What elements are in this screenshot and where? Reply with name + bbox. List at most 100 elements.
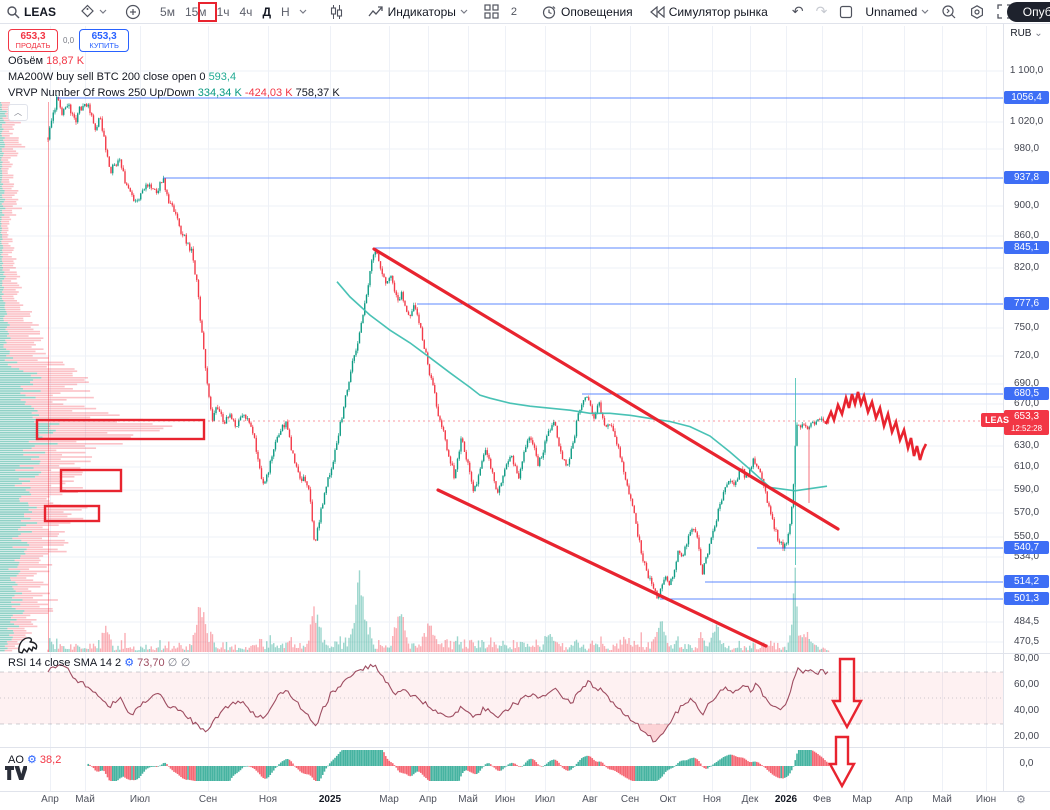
collapse-panel-button[interactable]: ︿ [8,104,28,121]
layout-name-label: Unnamed [865,4,918,19]
time-axis-month-label: Сен [198,794,218,805]
trade-panel: 653,3 ПРОДАТЬ 0,0 653,3 КУПИТЬ [8,29,130,53]
compare-add-button[interactable] [119,1,147,23]
buy-label: КУПИТЬ [89,41,119,50]
time-axis-month-label: Мар [852,794,872,805]
timeframe-4h[interactable]: 4ч [239,4,253,19]
price-tick-label: 470,5 [1013,635,1040,647]
price-tick-label: 630,0 [1013,439,1040,451]
indicators-button[interactable]: Индикаторы [362,1,474,23]
save-layout-checkbox[interactable] [833,5,859,19]
price-tick-label: 610,0 [1013,461,1040,473]
alerts-button[interactable]: Оповещения [535,1,639,23]
time-axis-month-label: Июл [534,794,556,805]
buy-button[interactable]: 653,3 КУПИТЬ [79,29,130,53]
timeframe-5m[interactable]: 5м [160,4,175,19]
undo-button[interactable]: ↶ [791,3,804,20]
vrvp-legend: VRVP Number Of Rows 250 Up/Down 334,34 K… [8,87,340,99]
time-axis-month-label: Мар [379,794,399,805]
sell-button[interactable]: 653,3 ПРОДАТЬ [8,29,58,53]
time-axis-month-label: Сен [620,794,640,805]
time-axis-month-label: Ноя [258,794,278,805]
layout-name-button[interactable]: Unnamed [859,1,935,23]
price-tick-label: 1 100,0 [1009,65,1044,76]
publish-button[interactable]: Опублик [1006,2,1050,22]
rewind-icon [649,5,665,18]
price-axis[interactable]: RUB ⌄ 1 100,0 1 020,0 980,0 900,0 860,0 820,0… [1003,24,1050,791]
simulator-label: Симулятор рынка [668,4,768,19]
redo-button[interactable]: ↷ [815,3,828,20]
layout-grid-button[interactable] [478,1,505,23]
timeframe-1d[interactable]: Д [262,4,271,19]
vrvp-down-value: -424,03 K [244,87,293,99]
timeframe-1w[interactable]: Н [281,4,290,19]
layout-count-badge: 2 [510,5,518,18]
time-axis-month-label: Окт [659,794,677,805]
vrvp-legend-name: VRVP Number Of Rows 250 Up/Down [8,87,195,99]
instrument-tag-button[interactable] [74,1,113,23]
time-axis-year-label: 2026 [774,794,798,805]
tradingview-logo[interactable] [5,765,29,787]
chevron-down-icon [99,9,107,14]
time-axis-month-label: Авг [582,794,598,805]
time-axis[interactable]: ⚙ Апр Май Июл Сен Ноя 2025 Мар Апр Май Июн Июл Авг С… [0,791,1050,810]
price-tick-label: 860,0 [1013,230,1040,242]
time-axis-month-label: Ноя [702,794,722,805]
time-axis-month-label: Май [75,794,95,805]
level-price-label: 937,8 [1004,171,1049,185]
currency-label[interactable]: RUB ⌄ [1010,28,1043,39]
rsi-settings-gear-icon[interactable]: ⚙ [124,656,135,669]
time-axis-month-label: Апр [41,794,59,805]
time-axis-year-label: 2025 [318,794,342,805]
time-axis-month-label: Май [932,794,952,805]
time-axis-month-label: Апр [419,794,437,805]
price-line-symbol-label: LEAS [981,413,1014,427]
price-tick-label: 1 020,0 [1009,115,1044,127]
doodle-drawing [16,630,40,661]
level-price-label: 1056,4 [1004,91,1049,105]
volume-legend-value: 18,87 K [46,55,85,67]
buy-price: 653,3 [91,31,117,42]
time-axis-month-label: Июн [494,794,516,805]
timeframe-15m[interactable]: 15м [184,4,207,19]
market-simulator-button[interactable]: Симулятор рынка [643,1,774,23]
level-price-label: 845,1 [1004,241,1049,255]
ao-legend: AO ⚙ 38,2 [8,753,61,766]
tag-icon [80,4,95,19]
search-icon[interactable] [6,5,20,19]
ao-legend-value: 38,2 [39,754,62,766]
level-price-label: 680,5 [1004,386,1049,400]
time-axis-month-label: Дек [741,794,759,805]
spread-value: 0,0 [63,36,75,46]
price-tick-label: 720,0 [1013,349,1040,361]
ao-legend-name: AO [8,754,24,766]
chart-type-button[interactable] [323,1,350,23]
symbol-button[interactable]: LEAS [24,4,57,19]
timeframe-menu-chevron-icon[interactable] [295,9,311,14]
time-axis-month-label: Апр [895,794,913,805]
sell-price: 653,3 [20,31,46,42]
axis-settings-gear-icon[interactable]: ⚙ [1016,793,1026,806]
indicators-label: Индикаторы [387,4,456,19]
ao-settings-gear-icon[interactable]: ⚙ [26,753,37,766]
quick-search-icon[interactable] [935,1,963,23]
indicators-icon [368,5,384,19]
price-tick-label: 484,5 [1013,616,1040,628]
rsi-legend: RSI 14 close SMA 14 2 ⚙ 73,70 ∅ ∅ [8,656,190,669]
chevron-down-icon [460,9,468,14]
price-tick-label: 590,0 [1013,483,1040,495]
ma-legend-value: 593,4 [208,71,237,83]
rsi-legend-value: 73,70 [137,657,165,669]
price-tick-label: 690,0 [1013,378,1040,390]
level-price-label: 514,2 [1004,575,1049,589]
timeframe-1h[interactable]: 1ч [216,4,230,19]
grid-layout-icon [484,4,499,19]
vrvp-total-value: 758,37 K [295,87,340,99]
rsi-tick-label: 60,00 [1013,679,1040,690]
rsi-legend-extra: ∅ ∅ [167,656,191,669]
alerts-label: Оповещения [561,4,633,19]
price-tick-label: 570,0 [1013,506,1040,518]
settings-gear-icon[interactable] [963,1,991,23]
volume-legend: Объём 18,87 K [8,55,84,67]
